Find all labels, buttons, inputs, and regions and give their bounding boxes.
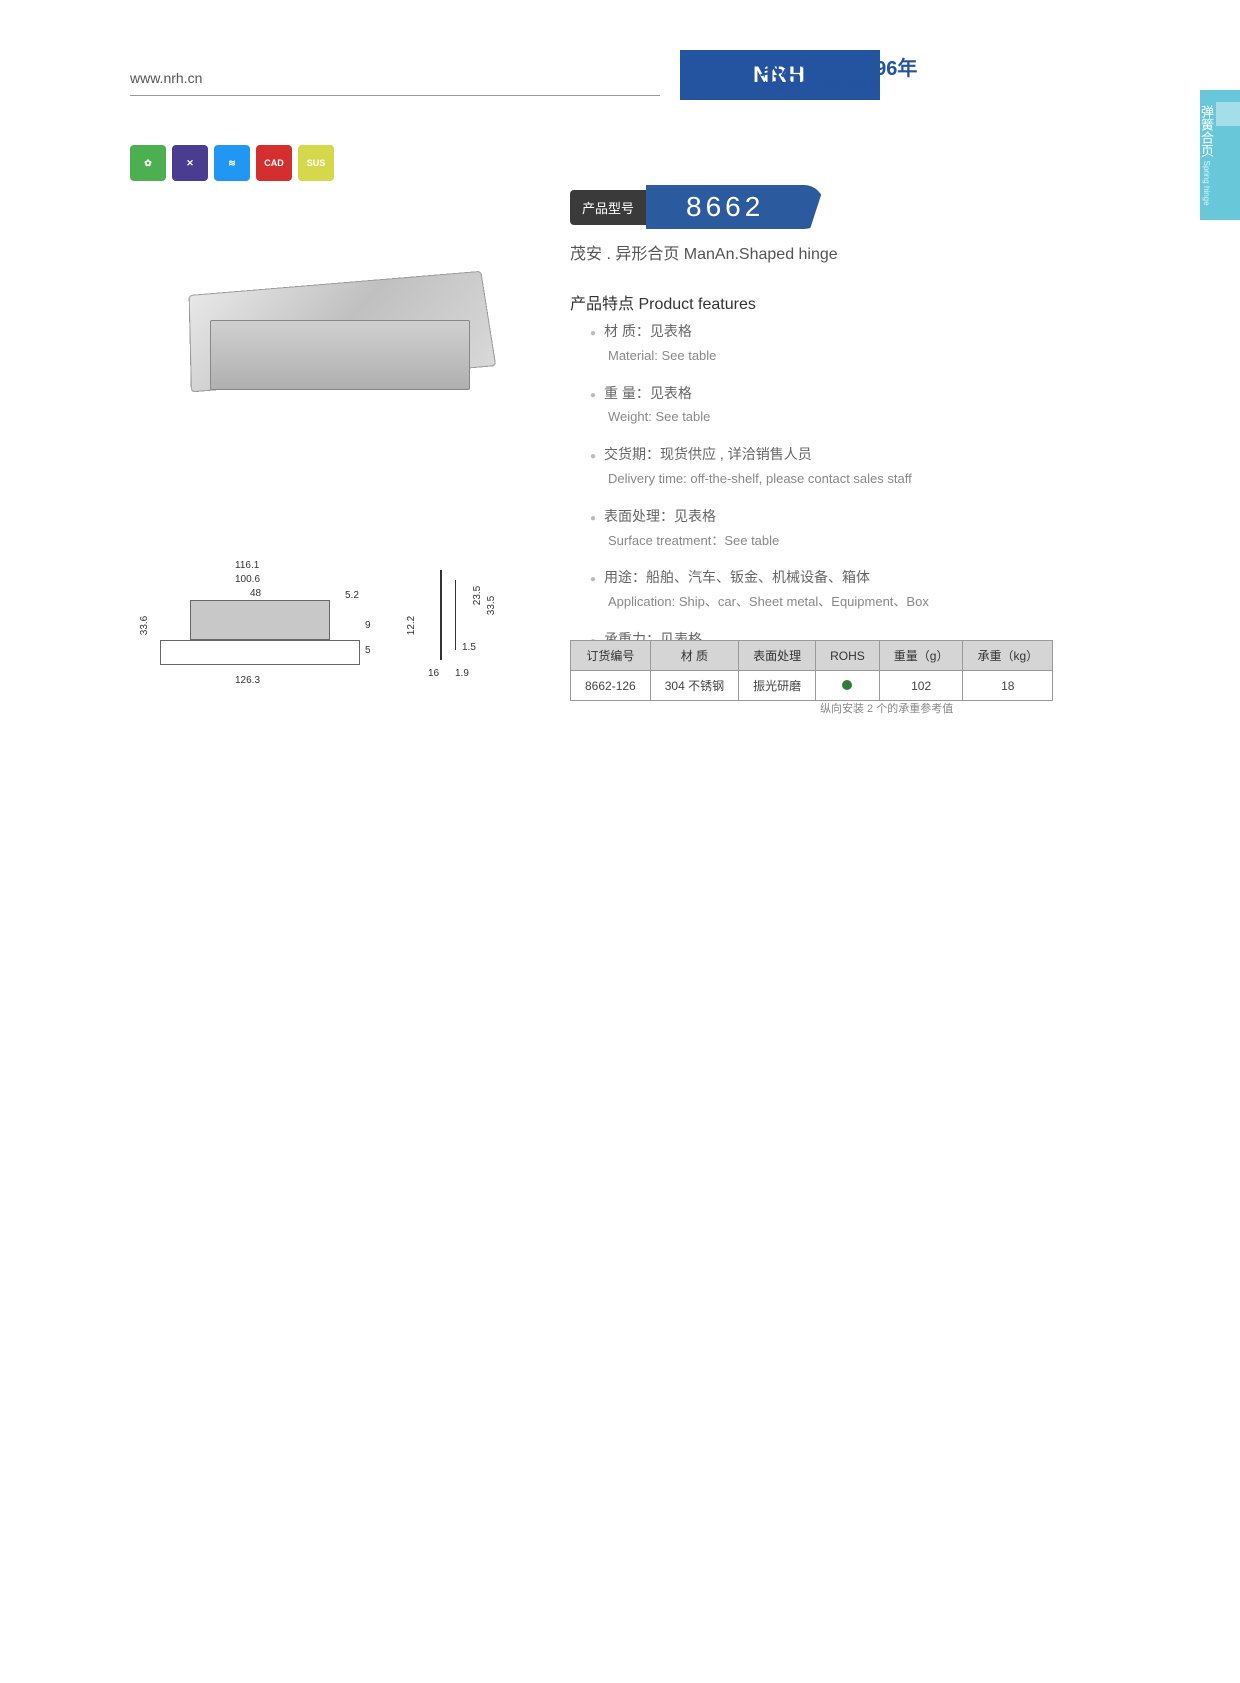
table-header-row: 订货编号 材 质 表面处理 ROHS 重量（g） 承重（kg） <box>571 641 1053 671</box>
side-view: 12.2 23.5 33.5 1.5 16 1.9 <box>420 570 490 680</box>
dim: 5 <box>365 645 371 656</box>
drawing-rect <box>190 600 330 640</box>
dim: 33.5 <box>486 596 497 615</box>
th-surface: 表面处理 <box>739 641 816 671</box>
td-load: 18 <box>963 671 1053 701</box>
dim: 116.1 <box>235 560 259 571</box>
dim: 23.5 <box>472 586 483 605</box>
brand-cn: 纳汇 <box>760 58 800 80</box>
dim: 1.9 <box>455 668 469 679</box>
dim: 33.6 <box>139 616 150 635</box>
product-subtitle: 茂安 . 异形合页 ManAn.Shaped hinge <box>570 240 838 264</box>
td-code: 8662-126 <box>571 671 651 701</box>
spec-table: 订货编号 材 质 表面处理 ROHS 重量（g） 承重（kg） 8662-126… <box>570 640 1053 701</box>
brand-tagline: 中国箱体五金开创品牌 <box>760 78 880 94</box>
site-url: www.nrh.cn <box>130 70 202 86</box>
brand-reg: ® <box>800 59 807 70</box>
technical-drawing: 116.1 100.6 48 5.2 33.6 9 5 126.3 12.2 2… <box>140 540 500 720</box>
td-rohs <box>816 671 880 701</box>
category-en: Spring hinge <box>1202 160 1211 205</box>
th-code: 订货编号 <box>571 641 651 671</box>
features-heading: 产品特点 Product features <box>570 290 756 314</box>
brand-year: 始于1996年 <box>813 58 918 80</box>
td-material: 304 不锈钢 <box>650 671 738 701</box>
dim: 5.2 <box>345 590 359 601</box>
table-row: 8662-126 304 不锈钢 振光研磨 102 18 <box>571 671 1053 701</box>
sus-icon: SUS <box>298 145 334 181</box>
td-surface: 振光研磨 <box>739 671 816 701</box>
rohs-indicator <box>842 680 852 690</box>
dim: 12.2 <box>406 616 417 635</box>
hinge-plate <box>210 320 470 390</box>
model-number: 8662 <box>646 185 824 229</box>
td-weight: 102 <box>879 671 963 701</box>
dim: 9 <box>365 620 371 631</box>
feature-icon: ✿ <box>130 145 166 181</box>
feature-item: 重 量：见表格Weight: See table <box>590 382 929 430</box>
drawing-base <box>160 640 360 665</box>
front-view: 116.1 100.6 48 5.2 33.6 9 5 126.3 <box>140 560 380 680</box>
th-load: 承重（kg） <box>963 641 1053 671</box>
dim: 1.5 <box>462 642 476 653</box>
dim: 16 <box>428 668 439 679</box>
feature-icon: ✕ <box>172 145 208 181</box>
features-list: 材 质：见表格Material: See table 重 量：见表格Weight… <box>590 320 929 690</box>
page-header: www.nrh.cn NRH 纳汇® 始于1996年 中国箱体五金开创品牌 <box>0 50 1240 110</box>
header-divider <box>130 95 660 96</box>
model-badge: 产品型号 8662 <box>570 185 824 229</box>
feature-item: 材 质：见表格Material: See table <box>590 320 929 368</box>
brand-name: 纳汇® 始于1996年 <box>760 52 917 81</box>
feature-item: 用途：船舶、汽车、钣金、机械设备、箱体Application: Ship、car… <box>590 566 929 614</box>
th-weight: 重量（g） <box>879 641 963 671</box>
th-rohs: ROHS <box>816 641 880 671</box>
dim: 126.3 <box>235 675 260 686</box>
th-material: 材 质 <box>650 641 738 671</box>
dim: 48 <box>250 588 261 599</box>
hinge-icon <box>1216 102 1240 126</box>
cad-icon: CAD <box>256 145 292 181</box>
dim: 100.6 <box>235 574 260 585</box>
category-cn: 弹簧合页 <box>1199 105 1214 157</box>
model-label: 产品型号 <box>570 190 646 225</box>
category-tab: 弹簧合页 Spring hinge <box>1200 90 1240 220</box>
product-image <box>150 220 530 440</box>
feature-icon: ≋ <box>214 145 250 181</box>
table-footnote: 纵向安装 2 个的承重参考值 <box>820 700 953 716</box>
feature-item: 表面处理：见表格Surface treatment：See table <box>590 505 929 553</box>
feature-item: 交货期：现货供应 , 详洽销售人员Delivery time: off-the-… <box>590 443 929 491</box>
feature-icons: ✿ ✕ ≋ CAD SUS <box>130 145 334 181</box>
